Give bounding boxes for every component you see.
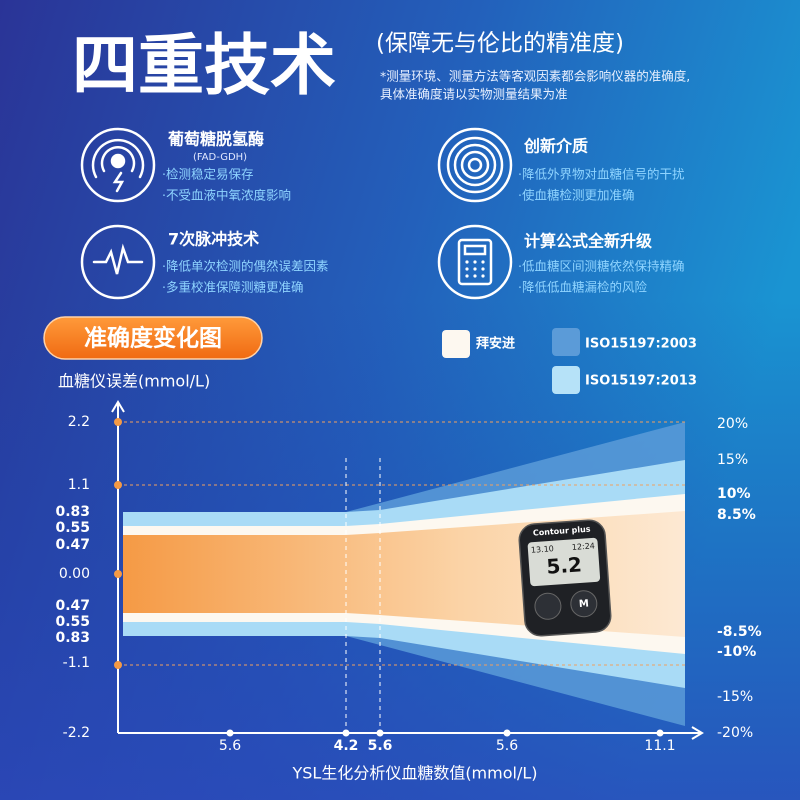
- y-axis-label: 血糖仪误差(mmol/L): [58, 372, 210, 391]
- feature-icon: [91, 138, 145, 193]
- y2-tick-label: -15%: [717, 689, 753, 705]
- legend-swatch: [552, 328, 580, 356]
- axis-dot: [114, 418, 122, 426]
- y-tick-label: -1.1: [63, 655, 90, 671]
- legend-label: ISO15197:2003: [585, 337, 697, 352]
- chart-title: 准确度变化图: [84, 325, 222, 352]
- y2-tick-label: 10%: [717, 486, 751, 502]
- icon-part: [465, 267, 469, 271]
- x-tick-label: 5.6: [496, 738, 518, 754]
- y-tick-label: 0.55: [55, 520, 90, 536]
- x-tick-label: 5.6: [368, 738, 393, 754]
- meter-brand: Contour plus: [533, 525, 591, 538]
- legend-swatch: [552, 366, 580, 394]
- axis-dot: [114, 570, 122, 578]
- y-tick-label: -2.2: [63, 725, 90, 741]
- icon-part: [110, 153, 126, 169]
- y2-tick-label: 8.5%: [717, 507, 756, 523]
- icon-part: [465, 274, 469, 278]
- y-tick-label: 0.83: [55, 504, 90, 520]
- meter-nav: [534, 592, 562, 620]
- icon-part: [446, 136, 504, 194]
- y-tick-label: 0.47: [55, 537, 90, 553]
- note: 具体准确度请以实物测量结果为准: [380, 87, 568, 102]
- feature-bullet: ·降低低血糖漏检的风险: [518, 280, 647, 295]
- feature-bullet: ·降低外界物对血糖信号的干扰: [518, 167, 685, 182]
- icon-part: [463, 244, 487, 256]
- y2-tick-label: 15%: [717, 452, 748, 468]
- legend-label: ISO15197:2013: [585, 374, 697, 389]
- y2-tick-label: -20%: [717, 725, 753, 741]
- icon-part: [460, 150, 490, 180]
- x-axis: [118, 726, 704, 740]
- x-tick-dot: [226, 729, 234, 737]
- feature-icon: [446, 136, 504, 194]
- feature-title: 计算公式全新升级: [524, 232, 653, 251]
- icon-part: [481, 274, 485, 278]
- feature-bullet: ·使血糖检测更加准确: [518, 188, 634, 203]
- meter-date: 13.10: [531, 544, 554, 555]
- meter-screen: [527, 537, 601, 587]
- meter-reading: 5.2: [546, 552, 583, 578]
- icon-part: [91, 138, 145, 193]
- x-tick-dot: [376, 729, 384, 737]
- icon-part: [457, 238, 493, 286]
- axis-dot: [114, 481, 122, 489]
- icon-part: [473, 267, 477, 271]
- icon-part: [481, 267, 485, 271]
- x-tick-dot: [503, 729, 511, 737]
- icon-part: [467, 157, 483, 173]
- feature-subtitle: (FAD-GDH): [193, 152, 247, 163]
- y-tick-label: 0.00: [59, 566, 90, 582]
- feature-bullet: ·检测稳定易保存: [162, 167, 253, 182]
- feature-bullet: ·降低单次检测的偶然误差因素: [162, 259, 328, 274]
- axis-dot: [114, 661, 122, 669]
- y-tick-label: 0.55: [55, 614, 90, 630]
- subtitle: (保障无与伦比的精准度): [376, 31, 624, 57]
- y-tick-label: 0.83: [55, 630, 90, 646]
- feature-icon: [92, 243, 144, 275]
- feature-title: 葡萄糖脱氢酶: [167, 130, 264, 149]
- icon-part: [473, 260, 477, 264]
- icon-part: [453, 143, 497, 187]
- icon-part: [92, 243, 144, 275]
- x-axis-label: YSL生化分析仪血糖数值(mmol/L): [291, 764, 537, 783]
- feature-icon-ring: [80, 127, 156, 203]
- meter-button: [570, 590, 598, 618]
- legend-label: 拜安进: [476, 336, 515, 352]
- note: *测量环境、测量方法等客观因素都会影响仪器的准确度,: [380, 69, 690, 84]
- x-tick-label: 11.1: [644, 738, 675, 754]
- icon-part: [465, 260, 469, 264]
- feature-bullet: ·多重校准保障测糖更准确: [162, 280, 303, 295]
- feature-bullet: ·低血糖区间测糖依然保持精确: [518, 259, 684, 274]
- x-tick-dot: [342, 729, 350, 737]
- y2-tick-label: -8.5%: [717, 624, 762, 640]
- chart-title-pill: [43, 316, 263, 360]
- y-axis: [111, 400, 125, 733]
- icon-part: [481, 260, 485, 264]
- y-tick-label: 0.47: [55, 598, 90, 614]
- x-tick-dot: [656, 729, 664, 737]
- y2-tick-label: -10%: [717, 644, 756, 660]
- x-tick-label: 4.2: [334, 738, 359, 754]
- y-tick-label: 1.1: [68, 477, 90, 493]
- title: 四重技术: [72, 27, 336, 104]
- feature-title: 创新介质: [523, 137, 588, 156]
- icon-part: [473, 274, 477, 278]
- feature-icon-ring: [80, 224, 156, 300]
- meter: Contour plus 13.10 12:245.2 M: [518, 519, 612, 637]
- y-tick-label: 2.2: [68, 414, 90, 430]
- feature-icon-ring: [437, 224, 513, 300]
- y2-tick-label: 20%: [717, 416, 748, 432]
- meter-time: 12:24: [572, 541, 596, 552]
- feature-title: 7次脉冲技术: [168, 230, 259, 249]
- feature-icon-ring: [437, 127, 513, 203]
- x-tick-label: 5.6: [219, 738, 241, 754]
- feature-icon: [457, 238, 493, 286]
- legend-swatch: [442, 330, 470, 358]
- feature-bullet: ·不受血液中氧浓度影响: [162, 188, 291, 203]
- meter-button-label: M: [579, 598, 590, 610]
